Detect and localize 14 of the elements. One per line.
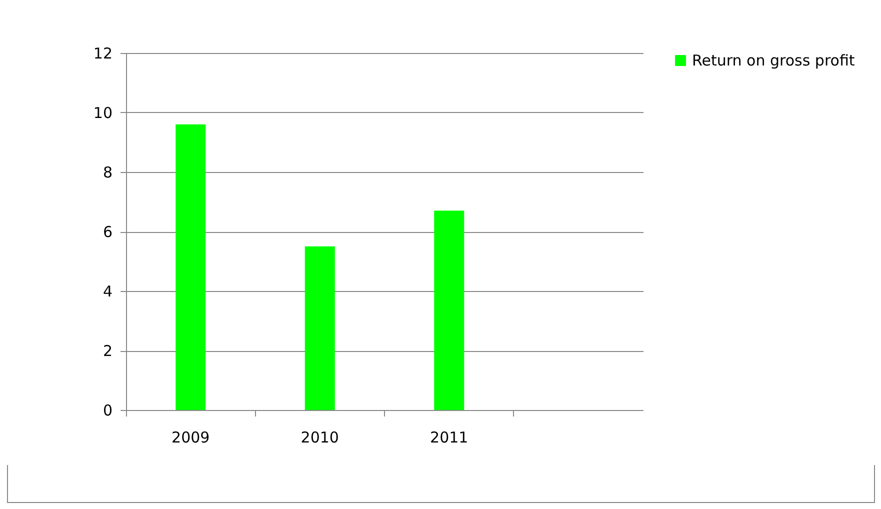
legend-label: Return on gross profit: [692, 52, 855, 70]
y-tick-label: 6: [102, 223, 112, 241]
x-tick-label: 2009: [172, 428, 210, 446]
y-tick-label: 8: [102, 164, 112, 182]
x-tick-label: 2010: [300, 428, 339, 446]
y-tick-label: 12: [93, 44, 112, 62]
y-tick-label: 4: [102, 282, 112, 300]
x-tick-label: 2011: [430, 428, 468, 446]
bar: [176, 124, 206, 410]
bar: [304, 246, 335, 410]
y-tick-label: 2: [102, 342, 112, 360]
y-tick-label: 0: [102, 402, 112, 420]
y-tick-label: 10: [93, 104, 112, 122]
bar: [434, 210, 464, 410]
